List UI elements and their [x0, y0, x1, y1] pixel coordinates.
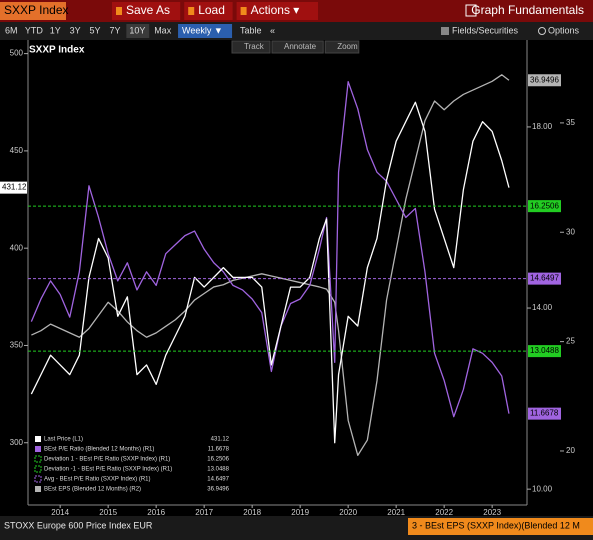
y-tick-label: 500 — [10, 49, 24, 58]
legend-label: Last Price (L1) — [44, 437, 83, 443]
range-button[interactable]: 1Y — [50, 25, 61, 35]
frequency[interactable]: Weekly ▼ — [182, 25, 223, 35]
chart-tool[interactable] — [271, 40, 324, 54]
toolbar-button-label[interactable]: Actions ▾ — [251, 3, 300, 17]
legend-value: 16.2506 — [207, 457, 229, 463]
y3-tick-label: 25 — [566, 337, 575, 346]
series-line — [30, 81, 510, 418]
x-tick-label: 2020 — [339, 508, 357, 517]
fields-icon — [441, 27, 449, 35]
footer-tab[interactable] — [408, 518, 593, 535]
value-box-label: 16.2506 — [530, 201, 559, 210]
x-tick-label: 2022 — [435, 508, 453, 517]
legend-label: Avg - BEst P/E Ratio (SXXP Index) (R1) — [44, 477, 151, 483]
chart-title: SXXP Index — [29, 45, 85, 56]
value-box — [0, 181, 27, 194]
chart-tool[interactable] — [231, 40, 271, 54]
ticker[interactable]: SXXP Index — [4, 3, 69, 17]
range-button[interactable]: YTD — [25, 25, 44, 35]
frequency-box[interactable] — [178, 24, 233, 38]
legend-label: BEst P/E Ratio (Blended 12 Months) (R1) — [44, 447, 154, 453]
plot-area — [30, 74, 510, 456]
series-line — [30, 101, 510, 444]
value-box — [528, 74, 561, 87]
y2-tick-label: 10.00 — [532, 484, 553, 493]
x-tick-label: 2015 — [99, 508, 117, 517]
range-button[interactable]: 7Y — [109, 25, 120, 35]
y3-tick-label: 30 — [566, 227, 575, 236]
toolbar-button-label[interactable]: Load — [198, 3, 225, 17]
legend-value: 14.6497 — [207, 477, 229, 483]
x-tick-label: 2018 — [243, 508, 261, 517]
legend-value: 11.6678 — [208, 447, 230, 453]
legend-value: 13.0488 — [207, 467, 229, 473]
legend-value: 431.12 — [211, 437, 230, 443]
toolbar-button[interactable] — [112, 2, 181, 20]
y-tick-label: 350 — [10, 341, 24, 350]
x-tick-label: 2017 — [195, 508, 213, 517]
x-tick-label: 2021 — [387, 508, 405, 517]
legend-label: BEst EPS (Blended 12 Months) (R2) — [44, 487, 141, 493]
range-active[interactable] — [126, 24, 150, 38]
x-tick-label: 2019 — [291, 508, 309, 517]
range-button[interactable]: 5Y — [90, 25, 101, 35]
chart-tool[interactable] — [324, 40, 360, 54]
x-tick-label: 2016 — [147, 508, 165, 517]
y-tick-label: 400 — [10, 243, 24, 252]
chart-tool-label[interactable]: Zoom — [337, 42, 358, 51]
footer-left: STOXX Europe 600 Price Index EUR — [4, 520, 153, 530]
value-box-label: 13.0488 — [530, 346, 559, 355]
collapse-button[interactable]: « — [270, 25, 275, 35]
toolbar-button-label[interactable]: Save As — [126, 3, 170, 17]
toolbar-button[interactable] — [184, 2, 233, 20]
value-box — [528, 200, 561, 213]
x-tick-label: 2014 — [51, 508, 69, 517]
range-button[interactable]: Max — [154, 25, 172, 35]
legend-swatch — [34, 455, 42, 463]
y-tick-label: 450 — [10, 146, 24, 155]
button-icon[interactable] — [240, 7, 247, 15]
range-button[interactable]: 3Y — [70, 25, 81, 35]
ticker-box[interactable] — [0, 2, 66, 20]
button-icon[interactable] — [116, 7, 122, 15]
value-box — [528, 272, 561, 285]
legend-swatch — [35, 486, 41, 492]
legend — [32, 432, 232, 496]
range-button[interactable]: 6M — [5, 25, 18, 35]
value-box-label: 11.6678 — [530, 409, 559, 418]
options-button[interactable]: Options — [548, 25, 580, 35]
legend-label: Deviation -1 - BEst P/E Ratio (SXXP Inde… — [44, 467, 172, 473]
function-title: Graph Fundamentals — [471, 3, 584, 17]
x-tick-label: 2023 — [483, 508, 501, 517]
title-icon — [465, 4, 477, 17]
toolbar-button[interactable] — [236, 2, 318, 20]
series-line — [31, 74, 510, 456]
legend-label: Deviation 1 - BEst P/E Ratio (SXXP Index… — [44, 457, 170, 463]
chart-tool-label[interactable]: Annotate — [284, 42, 317, 51]
legend-value: 36.9496 — [207, 487, 229, 493]
chart-tool-label[interactable]: Track — [244, 42, 265, 51]
value-box-label: 431.12 — [2, 183, 27, 192]
legend-swatch — [35, 446, 41, 452]
value-box — [528, 345, 561, 358]
range-button[interactable]: 10Y — [129, 25, 145, 35]
footer-right[interactable]: 3 - BEst EPS (SXXP Index)(Blended 12 M — [412, 520, 580, 530]
y2-tick-label: 18.00 — [532, 122, 553, 131]
button-icon[interactable] — [188, 7, 195, 15]
legend-swatch — [34, 465, 42, 473]
value-box-label: 14.6497 — [530, 274, 559, 283]
y-tick-label: 300 — [10, 438, 24, 447]
options-icon — [538, 27, 546, 35]
legend-swatch — [35, 436, 41, 442]
y2-tick-label: 14.00 — [532, 303, 553, 312]
y3-tick-label: 20 — [566, 446, 575, 455]
table-button[interactable]: Table — [240, 25, 262, 35]
value-box — [528, 407, 561, 420]
y3-tick-label: 35 — [566, 118, 575, 127]
value-box-label: 36.9496 — [530, 75, 559, 84]
fields-button[interactable]: Fields/Securities — [452, 25, 519, 35]
legend-swatch — [34, 475, 42, 483]
